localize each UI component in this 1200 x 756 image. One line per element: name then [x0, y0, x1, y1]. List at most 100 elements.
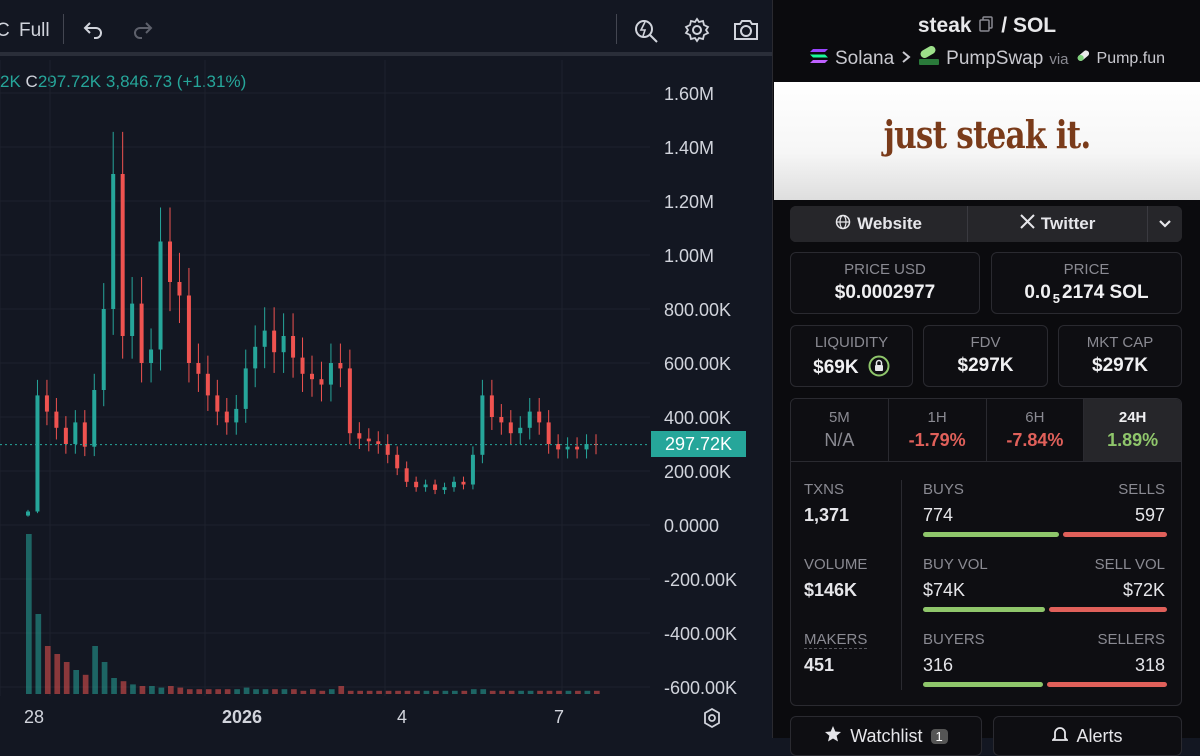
- alerts-button[interactable]: Alerts: [993, 716, 1182, 756]
- volume-bar: [310, 689, 316, 694]
- candle-body: [385, 444, 390, 455]
- price-axis-tick: 400.00K: [664, 408, 732, 428]
- volume-bar: [272, 689, 278, 694]
- market-cap-value: $297K: [1092, 355, 1148, 376]
- website-button[interactable]: Website: [790, 206, 969, 242]
- volume-bar: [338, 686, 345, 694]
- fullscreen-button[interactable]: Full: [19, 20, 50, 41]
- time-axis[interactable]: [0, 696, 772, 738]
- watchlist-label: Watchlist: [850, 725, 923, 746]
- candle-body: [262, 330, 267, 347]
- price-axis-tick: 0.0000: [664, 516, 720, 536]
- price-axis-tick: 800.00K: [664, 300, 732, 320]
- volume-bar: [224, 689, 231, 694]
- volume-bar: [575, 690, 581, 694]
- dex-link[interactable]: PumpSwap: [946, 48, 1044, 69]
- volume-bar: [44, 646, 51, 694]
- volume-bar: [215, 689, 222, 694]
- chain-link[interactable]: Solana: [834, 48, 895, 69]
- pumpswap-logo-icon: [918, 46, 940, 72]
- timeframe-tab-1h[interactable]: 1H -1.79%: [888, 399, 987, 461]
- price-axis-tick: -600.00K: [664, 678, 738, 698]
- sellers-label: SELLERS: [1097, 631, 1165, 648]
- candle-body: [272, 330, 277, 353]
- price-axis-tick: 600.00K: [664, 354, 732, 374]
- candle-body: [338, 363, 343, 369]
- timeframe-tab-5m[interactable]: 5M N/A: [791, 399, 889, 461]
- undo-icon[interactable]: [80, 18, 106, 42]
- website-label: Website: [857, 214, 922, 233]
- market-cap-card: MKT CAP $297K: [1058, 325, 1182, 387]
- chart-panel[interactable]: C Full 2K C297.72K 3,846.73 (+1.31%) 1.6…: [0, 0, 772, 738]
- sell-vol-label: SELL VOL: [1094, 556, 1165, 573]
- lock-icon[interactable]: [868, 355, 890, 383]
- volume-bar: [158, 687, 165, 694]
- toolbar-divider: [63, 14, 64, 44]
- volume-value: $146K: [804, 580, 858, 600]
- redo-icon[interactable]: [130, 18, 156, 42]
- price-sol-suffix: 2174 SOL: [1062, 282, 1149, 303]
- candle-body: [92, 390, 97, 447]
- liquidity-value-row: $69K: [791, 355, 912, 383]
- toolbar-partial-label[interactable]: C: [0, 20, 10, 41]
- price-axis-tick: -200.00K: [664, 570, 738, 590]
- volume-bar: [196, 689, 203, 694]
- volume-bar: [149, 686, 155, 694]
- buy-vol-value: $74K: [923, 580, 966, 600]
- price-axis-tick: -400.00K: [664, 624, 738, 644]
- quick-search-icon[interactable]: [632, 16, 660, 44]
- fdv-label: FDV: [970, 334, 1001, 351]
- star-icon: [824, 725, 842, 748]
- volume-bar: [489, 690, 496, 694]
- volume-bar: [26, 534, 32, 694]
- candle-body: [63, 427, 68, 444]
- timeframe-tab-6h[interactable]: 6H -7.84%: [986, 399, 1085, 461]
- candle-body: [499, 417, 504, 423]
- volume-bar: [565, 690, 572, 694]
- volume-bar: [423, 690, 430, 694]
- txns-label: TXNS: [804, 481, 845, 498]
- watchlist-button[interactable]: Watchlist 1: [790, 716, 982, 756]
- candle-body: [215, 395, 220, 412]
- price-usd-card: PRICE USD $0.0002977: [790, 252, 980, 314]
- pair-title: steak / SOL: [773, 14, 1200, 38]
- twitter-button[interactable]: Twitter: [968, 206, 1149, 242]
- volume-bar: [395, 690, 401, 694]
- candle-body: [196, 363, 201, 374]
- buys-label: BUYS: [923, 481, 964, 498]
- x-logo-icon: [1020, 214, 1035, 234]
- volume-bar: [546, 690, 553, 694]
- sells-bar: [1063, 532, 1167, 537]
- buy-vol-bar: [923, 607, 1045, 612]
- ohlc-close-label: C: [25, 72, 38, 91]
- candlestick-plot[interactable]: [0, 60, 650, 696]
- timeframe-change: -7.84%: [1006, 430, 1064, 450]
- candle-body: [347, 368, 352, 434]
- candle-body: [26, 511, 30, 516]
- volume-bar: [508, 690, 515, 694]
- copy-icon[interactable]: [979, 14, 994, 38]
- ohlc-change: 3,846.73 (+1.31%): [105, 72, 247, 91]
- volume-bar: [319, 690, 326, 694]
- timeframe-name: 24H: [1118, 409, 1147, 426]
- liquidity-value: $69K: [813, 357, 859, 378]
- volume-bar: [234, 689, 240, 694]
- volume-bar: [63, 662, 70, 694]
- volume-bar: [35, 614, 42, 694]
- settings-gear-icon[interactable]: [683, 16, 711, 44]
- screenshot-camera-icon[interactable]: [731, 16, 761, 44]
- axis-settings-icon[interactable]: [701, 707, 723, 734]
- toolbar-divider: [616, 14, 617, 44]
- time-axis-tick: 7: [554, 707, 565, 727]
- candle-body: [452, 481, 456, 488]
- chevron-right-icon: [900, 48, 912, 70]
- candle-body: [111, 174, 116, 309]
- more-links-dropdown[interactable]: [1148, 206, 1182, 242]
- volume-bar: [461, 690, 468, 694]
- timeframe-tab-24h[interactable]: 24H 1.89%: [1084, 399, 1181, 461]
- launchpad-link[interactable]: Pump.fun: [1096, 50, 1165, 67]
- buy-vol-label: BUY VOL: [923, 556, 988, 573]
- volume-bar: [556, 690, 562, 694]
- volume-bar: [253, 689, 259, 694]
- volume-bar: [470, 689, 477, 694]
